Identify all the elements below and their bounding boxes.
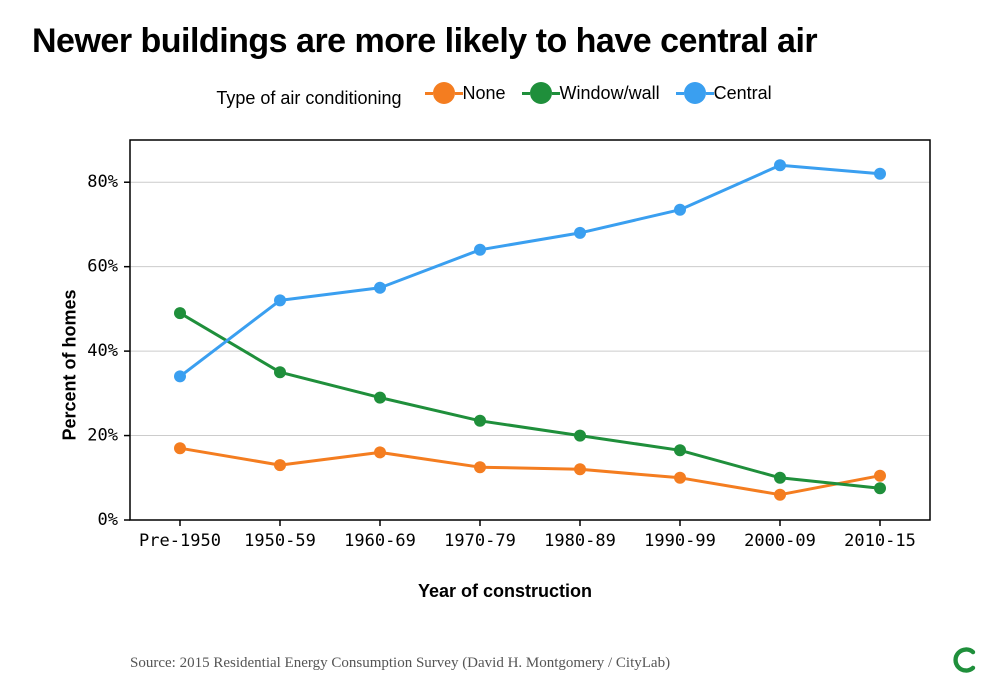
plot-border — [130, 140, 930, 520]
x-axis-label: Year of construction — [418, 581, 592, 602]
x-tick-label: 1960-69 — [344, 531, 416, 551]
series-marker — [374, 282, 386, 294]
series-line — [180, 448, 880, 495]
x-tick-label: 1970-79 — [444, 531, 516, 551]
x-tick-label: 1950-59 — [244, 531, 316, 551]
series-marker — [674, 204, 686, 216]
series-marker — [474, 415, 486, 427]
series-marker — [274, 294, 286, 306]
source-caption: Source: 2015 Residential Energy Consumpt… — [130, 655, 670, 672]
legend-label: Central — [714, 83, 772, 104]
series-marker — [274, 459, 286, 471]
series-marker — [474, 461, 486, 473]
y-tick-label: 80% — [87, 172, 118, 192]
series-marker — [174, 442, 186, 454]
y-axis-label: Percent of homes — [60, 289, 81, 440]
series-marker — [574, 227, 586, 239]
series-marker — [874, 168, 886, 180]
legend-swatch-icon — [530, 82, 552, 104]
y-tick-label: 60% — [87, 257, 118, 277]
series-marker — [574, 463, 586, 475]
series-marker — [674, 444, 686, 456]
series-marker — [774, 472, 786, 484]
y-tick-label: 0% — [98, 510, 118, 530]
series-marker — [274, 366, 286, 378]
series-marker — [774, 489, 786, 501]
series-marker — [474, 244, 486, 256]
x-tick-label: 1980-89 — [544, 531, 616, 551]
series-marker — [774, 159, 786, 171]
x-tick-label: Pre-1950 — [139, 531, 221, 551]
y-tick-label: 20% — [87, 426, 118, 446]
series-marker — [374, 446, 386, 458]
legend-swatch-icon — [433, 82, 455, 104]
citylab-logo-icon — [952, 646, 980, 674]
legend-item: Central — [684, 82, 772, 104]
series-marker — [674, 472, 686, 484]
y-tick-label: 40% — [87, 341, 118, 361]
series-marker — [874, 482, 886, 494]
line-chart-svg: 0% 20% 40% 60% 80% Pre-1950 1950-59 1960-69 1970… — [50, 120, 960, 610]
legend: Type of air conditioning None Window/wall… — [0, 82, 1000, 109]
series-marker — [374, 392, 386, 404]
legend-label: None — [463, 83, 506, 104]
legend-title: Type of air conditioning — [216, 88, 401, 109]
chart-area: Percent of homes 0% 20% 40% 60% 80% Pre-1950 1… — [50, 120, 960, 610]
x-tick-label: 1990-99 — [644, 531, 716, 551]
series-line — [180, 165, 880, 376]
series-marker — [574, 430, 586, 442]
legend-item: None — [433, 82, 506, 104]
series-marker — [874, 470, 886, 482]
legend-swatch-icon — [684, 82, 706, 104]
legend-label: Window/wall — [560, 83, 660, 104]
x-tick-label: 2010-15 — [844, 531, 916, 551]
chart-title: Newer buildings are more likely to have … — [32, 22, 817, 61]
series-marker — [174, 370, 186, 382]
chart-container: Newer buildings are more likely to have … — [0, 0, 1000, 690]
series-marker — [174, 307, 186, 319]
x-tick-label: 2000-09 — [744, 531, 816, 551]
legend-item: Window/wall — [530, 82, 660, 104]
